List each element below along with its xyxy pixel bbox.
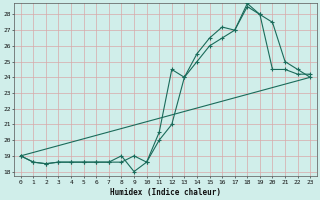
X-axis label: Humidex (Indice chaleur): Humidex (Indice chaleur) [110,188,221,197]
